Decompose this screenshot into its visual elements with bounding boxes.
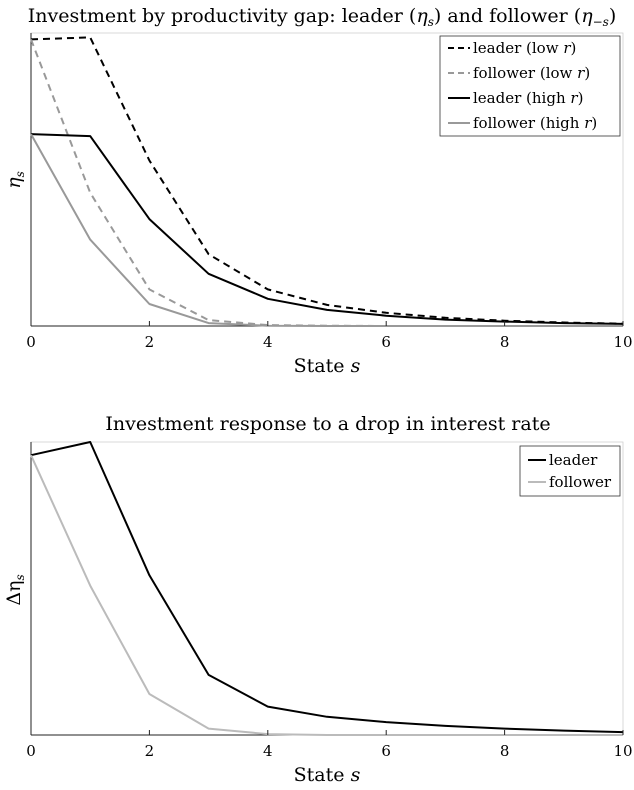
top-series-line-0	[30, 36, 624, 325]
bottom-series-line-1	[30, 454, 623, 736]
top-legend-label-3: follower (high r)	[473, 114, 597, 132]
bottom-x-axis-label: State s	[294, 764, 361, 786]
svg-text:Δηs: Δηs	[3, 574, 27, 605]
top-legend-label-2: leader (high r)	[473, 89, 583, 107]
bottom-y-axis-label: Δηs	[3, 574, 27, 605]
top-x-tick-label: 2	[145, 333, 155, 351]
bottom-legend: leader follower	[519, 445, 621, 497]
top-series-line-3	[30, 133, 623, 327]
top-y-axis-label: ηs	[3, 171, 27, 189]
bottom-x-tick-label: 6	[381, 742, 391, 760]
bottom-x-tick-label: 10	[613, 742, 632, 760]
top-series-lines	[30, 36, 624, 327]
top-x-axis-label: State s	[294, 355, 361, 377]
top-x-ticks: 0 2 4 6 8 10	[26, 321, 633, 351]
top-x-tick-label: 6	[381, 333, 391, 351]
top-legend: leader (low r) follower (low r) leader (hi…	[439, 35, 621, 137]
top-x-tick-label: 10	[613, 333, 632, 351]
top-series-line-2	[30, 133, 624, 325]
bottom-x-tick-label: 2	[145, 742, 155, 760]
top-x-tick-label: 8	[500, 333, 510, 351]
svg-text:ηs: ηs	[3, 171, 27, 189]
bottom-x-tick-label: 8	[500, 742, 510, 760]
bottom-x-tick-label: 4	[263, 742, 273, 760]
top-chart-title: Investment by productivity gap: leader (…	[28, 5, 616, 29]
top-legend-label-0: leader (low r)	[473, 39, 576, 57]
top-legend-label-1: follower (low r)	[473, 64, 590, 82]
bottom-chart: Investment response to a drop in interes…	[3, 413, 633, 786]
bottom-x-ticks: 0 2 4 6 8 10	[26, 730, 633, 760]
bottom-series-lines	[30, 441, 624, 736]
bottom-legend-box	[519, 445, 621, 497]
bottom-legend-label-1: follower	[549, 473, 612, 491]
bottom-series-line-0	[30, 441, 624, 734]
top-x-tick-label: 0	[26, 333, 36, 351]
top-x-tick-label: 4	[263, 333, 273, 351]
bottom-legend-label-0: leader	[549, 451, 598, 469]
bottom-x-tick-label: 0	[26, 742, 36, 760]
bottom-chart-title: Investment response to a drop in interes…	[105, 413, 550, 435]
top-legend-box	[439, 35, 621, 137]
top-chart: Investment by productivity gap: leader (…	[3, 5, 633, 377]
